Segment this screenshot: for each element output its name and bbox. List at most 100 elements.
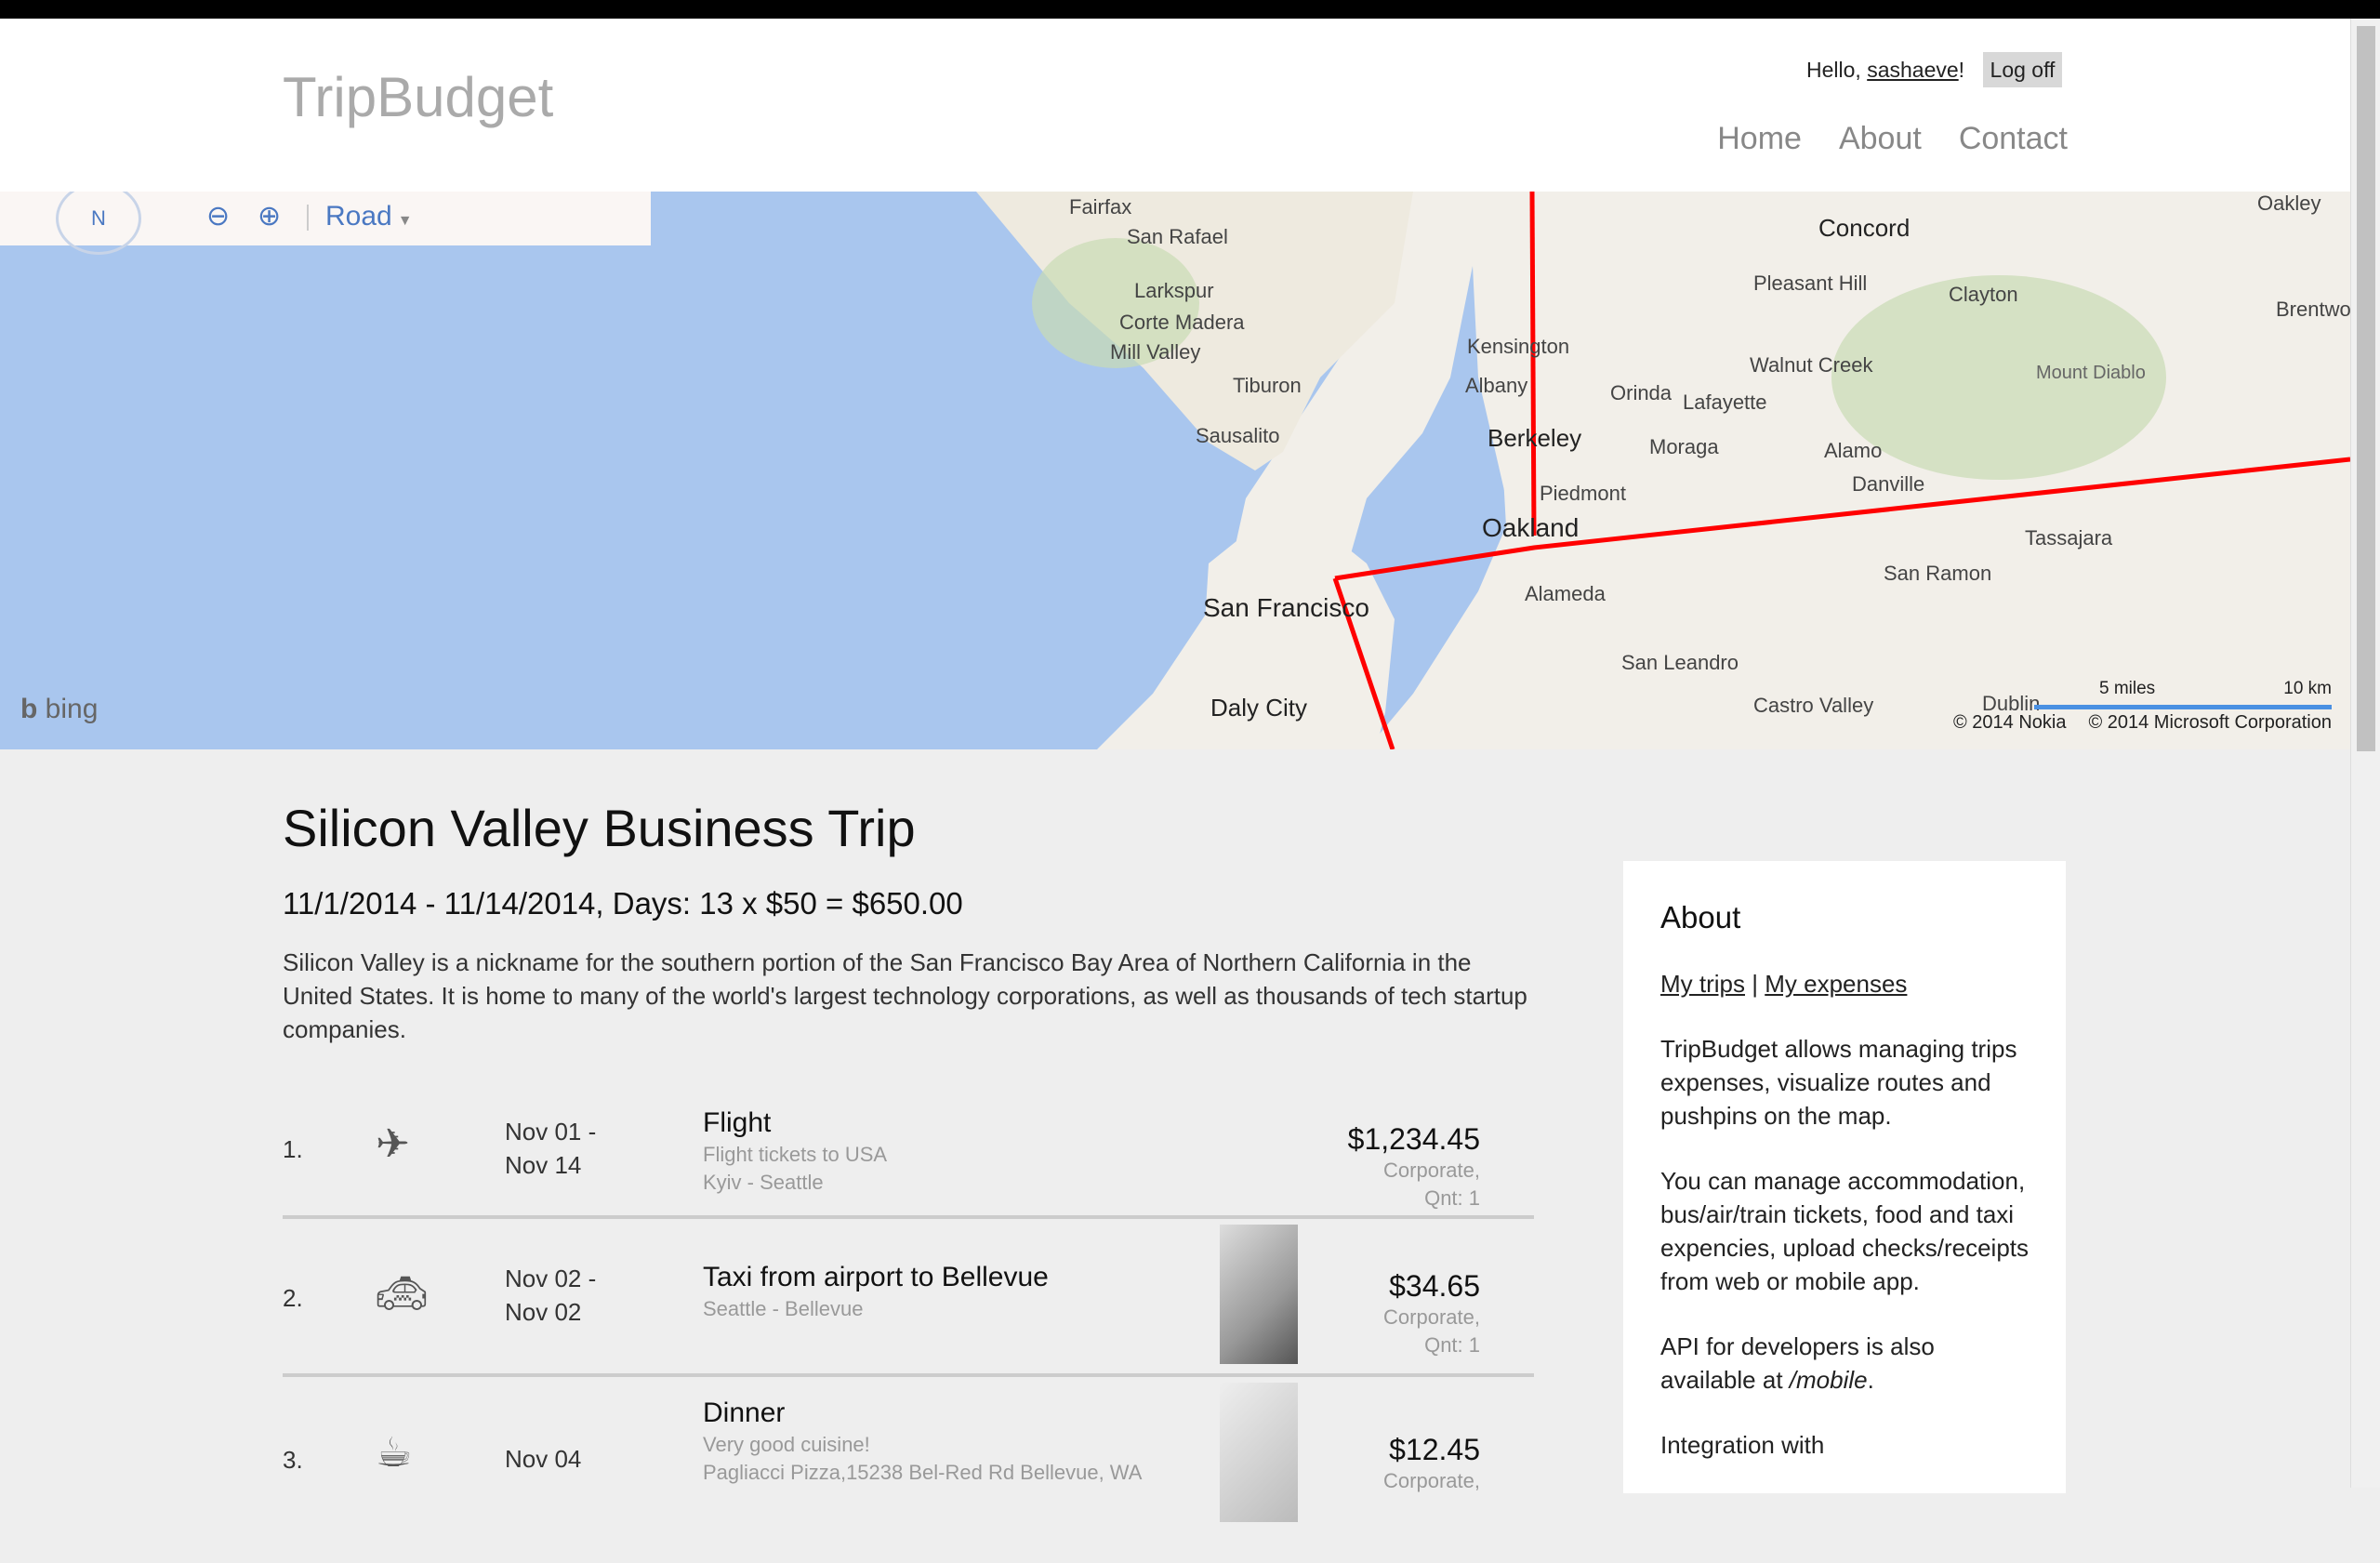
trip-details: Silicon Valley Business Trip 11/1/2014 -… [283,790,1534,1563]
receipt-thumbnail[interactable] [1220,1225,1298,1364]
map-label: Fairfax [1069,195,1132,219]
row-dates: Nov 01 - Nov 14 [505,1115,596,1182]
map-label: Alameda [1525,582,1606,605]
zoom-in-icon[interactable]: ⊕ [258,201,282,232]
nav-about[interactable]: About [1838,121,1922,156]
map-label: Alamo [1824,439,1883,462]
map-label: Lafayette [1683,391,1767,414]
expense-title: Taxi from airport to Bellevue [703,1262,1049,1292]
sidebar-paragraph: You can manage accommodation, bus/air/tr… [1660,1167,2030,1295]
route-line-east [1334,457,2350,581]
username-link[interactable]: sashaeve [1867,58,1959,82]
link-separator: | [1752,970,1758,998]
map-label: Corte Madera [1119,311,1245,334]
route-line-south [1332,577,1395,749]
expense-list: 1. ✈ Nov 01 - Nov 14 Flight Flight ticket… [283,1094,1534,1563]
about-sidebar: About My trips | My expenses TripBudget … [1623,861,2066,1493]
compass-control[interactable]: N [56,192,141,255]
route-line-north [1529,192,1537,536]
land-east-bay [1450,192,2350,749]
map-label: Sausalito [1196,424,1280,447]
api-text-end: . [1867,1366,1874,1394]
sidebar-paragraph: API for developers is also available at … [1660,1330,2029,1397]
map-label: Larkspur [1134,279,1214,302]
logo[interactable]: TripBudget [283,66,554,128]
map-label: Kensington [1467,335,1570,358]
map-label: Castro Valley [1753,694,1874,717]
expense-row[interactable]: 1. ✈ Nov 01 - Nov 14 Flight Flight ticket… [283,1094,1534,1219]
map-label: Berkeley [1488,424,1582,452]
expense-note: Very good cuisine! [703,1433,870,1456]
airplane-icon: ✈ [376,1121,410,1167]
logoff-button[interactable]: Log off [1983,52,2062,87]
map-label: Albany [1465,374,1528,397]
date-from: Nov 02 - [505,1265,597,1292]
api-text: API for developers is also available at [1660,1332,1935,1394]
map-label: Brentwood [2276,298,2350,321]
amount-value: $12.45 [1389,1433,1480,1466]
map-label: Clayton [1949,283,2018,306]
my-expenses-link[interactable]: My expenses [1765,970,1908,998]
map-label: Concord [1818,214,1911,242]
receipt-thumbnail[interactable] [1220,1383,1298,1522]
bing-b-icon: b [20,694,38,724]
copyright-microsoft: © 2014 Microsoft Corporation [2088,712,2332,733]
map-label: San Francisco [1203,593,1369,622]
main-nav: Home About Contact [1717,121,2068,157]
map-label: Tiburon [1233,374,1302,397]
map-copyright: © 2014 Nokia © 2014 Microsoft Corporation [1953,712,2332,734]
map-label: Piedmont [1540,482,1626,505]
land-peninsula [1199,526,1395,749]
sidebar-title: About [1660,900,1741,934]
date-to: Nov 02 [505,1298,582,1326]
map-label: Orinda [1610,381,1673,404]
page-scrollbar[interactable] [2350,19,2380,1488]
map-type-label: Road [325,201,392,232]
trip-summary: 11/1/2014 - 11/14/2014, Days: 13 x $50 =… [283,886,963,921]
trip-description: Silicon Valley is a nickname for the sou… [283,948,1527,1043]
expense-title: Flight [703,1107,772,1138]
map-label: Walnut Creek [1750,353,1873,377]
expense-note: Flight tickets to USA [703,1143,888,1166]
sidebar-paragraph: TripBudget allows managing trips expense… [1660,1035,2017,1130]
map[interactable]: Fairfax San Rafael Larkspur Corte Madera… [0,192,2350,749]
map-label: Pleasant Hill [1753,272,1868,295]
date-from: Nov 04 [505,1445,582,1473]
scale-miles: 5 miles [2099,679,2156,698]
map-label: San Leandro [1621,651,1739,674]
date-from: Nov 01 - [505,1118,597,1146]
expense-meta: Very good cuisine! Pagliacci Pizza,15238 … [703,1431,1142,1487]
bing-text: bing [45,694,99,724]
coffee-cup-icon: ☕︎ [376,1430,413,1476]
map-label: Daly City [1210,694,1308,722]
map-label: Oakley [2257,192,2321,215]
map-type-dropdown[interactable]: Road ▼ [325,201,413,232]
map-label: Tassajara [2025,526,2113,550]
expense-amount: $1,234.45 Corporate, Qnt: 1 [1348,1122,1480,1212]
row-number: 2. [283,1284,303,1312]
expense-meta: Seattle - Bellevue [703,1295,863,1323]
nav-home[interactable]: Home [1717,121,1802,156]
site-header: TripBudget Hello, sashaeve! Log off Home… [0,19,2350,192]
sidebar-paragraph: Integration with [1660,1431,1825,1459]
expense-address: Pagliacci Pizza,15238 Bel-Red Rd Bellevu… [703,1461,1143,1484]
map-controls: N ⊖ ⊕ Road ▼ [0,192,651,255]
my-trips-link[interactable]: My trips [1660,970,1745,998]
greeting-suffix: ! [1958,58,1965,82]
expense-row[interactable]: 3. ☕︎ Nov 04 Dinner Very good cuisine! Pa… [283,1377,1534,1563]
zoom-out-icon[interactable]: ⊖ [206,201,231,232]
park-area [1831,275,2166,480]
park-area-2 [1032,238,1199,368]
scrollbar-thumb[interactable] [2357,26,2375,751]
map-label: Oakland [1482,513,1580,542]
row-dates: Nov 04 [505,1442,581,1476]
scale-km: 10 km [2283,679,2332,698]
bing-logo: b bing [20,694,98,725]
divider [307,205,309,231]
api-path: /mobile [1789,1366,1868,1394]
caret-down-icon: ▼ [397,213,413,229]
expense-route: Seattle - Bellevue [703,1297,864,1320]
nav-contact[interactable]: Contact [1958,121,2068,156]
expense-row[interactable]: 2. 🚕︎ Nov 02 - Nov 02 Taxi from airport t… [283,1219,1534,1377]
amount-type: Corporate, [1383,1305,1480,1329]
